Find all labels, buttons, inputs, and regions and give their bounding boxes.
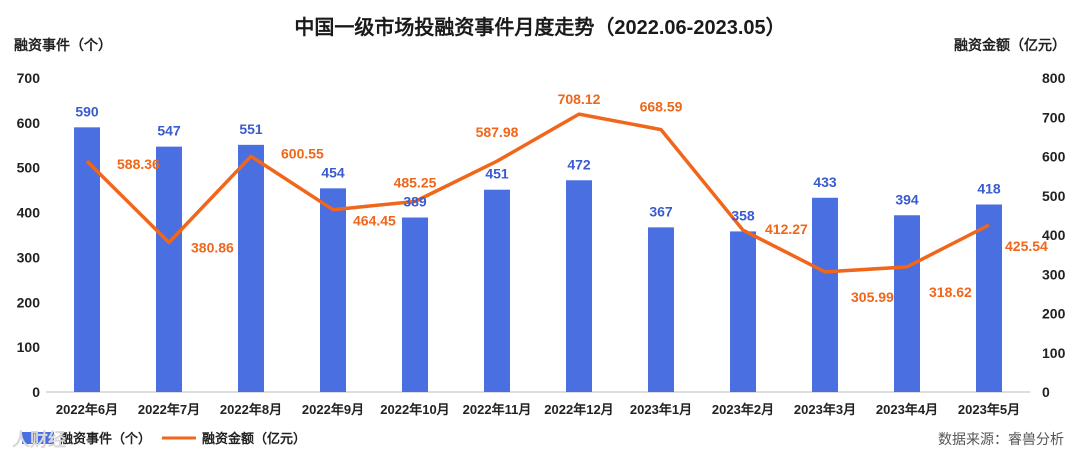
x-tick-label: 2022年10月: [380, 402, 449, 417]
line-value-label: 464.45: [353, 213, 396, 229]
line-value-label: 668.59: [640, 99, 683, 115]
y-right-tick: 200: [1042, 306, 1066, 322]
source-note: 数据来源：睿兽分析: [938, 431, 1064, 447]
x-tick-label: 2022年7月: [138, 402, 200, 417]
y-right-tick: 300: [1042, 266, 1066, 282]
legend-bar-label: 融资事件（个）: [60, 431, 151, 446]
axis-ticks: 0 100 200 300 400 500 600 700 0 100 200 300 400 500 60…: [17, 70, 1066, 400]
bar: [566, 180, 592, 392]
line-value-label: 412.27: [765, 221, 808, 237]
chart-title: 中国一级市场投融资事件月度走势（2022.06-2023.05）: [294, 15, 785, 39]
x-tick-label: 2023年3月: [794, 402, 856, 417]
x-tick-label: 2023年5月: [958, 402, 1020, 417]
bar-value-label: 394: [895, 191, 919, 207]
bar: [976, 204, 1002, 392]
y-right-tick: 0: [1042, 384, 1050, 400]
bar: [730, 231, 756, 392]
y-right-tick: 600: [1042, 149, 1066, 165]
x-tick-label: 2023年2月: [712, 402, 774, 417]
x-tick-label: 2022年6月: [56, 402, 118, 417]
y-left-tick: 600: [17, 115, 41, 131]
y-right-tick: 100: [1042, 345, 1066, 361]
y-right-tick: 800: [1042, 70, 1066, 86]
bar: [894, 215, 920, 392]
bar: [812, 197, 838, 392]
bar-value-label: 454: [321, 164, 345, 180]
bar: [238, 144, 264, 392]
y-left-tick: 100: [17, 339, 41, 355]
y-left-axis-title: 融资事件（个）: [14, 37, 112, 53]
y-right-axis-title: 融资金额（亿元）: [954, 37, 1066, 53]
bar-value-label: 590: [75, 103, 99, 119]
y-left-tick: 0: [32, 384, 40, 400]
y-left-tick: 300: [17, 249, 41, 265]
legend-line-label: 融资金额（亿元）: [202, 431, 306, 446]
x-tick-label: 2023年1月: [630, 402, 692, 417]
line-value-label: 587.98: [476, 124, 519, 140]
bar-series: [74, 127, 1002, 392]
line-value-label: 485.25: [394, 175, 437, 191]
y-left-tick: 400: [17, 205, 41, 221]
bar-value-label: 551: [239, 121, 263, 137]
x-tick-label: 2023年4月: [876, 402, 938, 417]
y-right-tick: 400: [1042, 227, 1066, 243]
x-tick-label: 2022年8月: [220, 402, 282, 417]
bar-value-label: 367: [649, 203, 673, 219]
bar-value-label: 418: [977, 180, 1001, 196]
line-value-label: 380.86: [191, 240, 234, 256]
bar-value-label: 451: [485, 166, 509, 182]
y-right-tick: 700: [1042, 109, 1066, 125]
bar: [320, 188, 346, 392]
line-value-label: 318.62: [929, 284, 972, 300]
y-left-tick: 200: [17, 294, 41, 310]
x-tick-label: 2022年9月: [302, 402, 364, 417]
data-labels: 590 547 551 454 389 451 472 367 358 433 394 418 588.…: [75, 91, 1048, 305]
y-right-tick: 500: [1042, 188, 1066, 204]
line-value-label: 708.12: [558, 91, 601, 107]
watermark: 人财经: [12, 429, 66, 450]
bar-value-label: 433: [813, 174, 837, 190]
y-left-tick: 700: [17, 70, 41, 86]
line-value-label: 305.99: [851, 289, 894, 305]
x-tick-label: 2022年11月: [463, 402, 532, 417]
line-value-label: 588.36: [117, 156, 160, 172]
y-left-tick: 500: [17, 160, 41, 176]
legend: 融资事件（个） 融资金额（亿元）: [22, 431, 306, 446]
category-labels: 2022年6月 2022年7月 2022年8月 2022年9月 2022年10月 2022…: [56, 402, 1020, 417]
line-value-label: 600.55: [281, 145, 324, 161]
bar: [74, 127, 100, 392]
series-line: [85, 112, 990, 274]
bar-value-label: 547: [157, 123, 181, 139]
bar-value-label: 472: [567, 156, 591, 172]
bar-value-label: 358: [731, 207, 755, 223]
line-value-label: 425.54: [1005, 238, 1048, 254]
bar: [648, 227, 674, 392]
bar: [156, 146, 182, 392]
x-tick-label: 2022年12月: [544, 402, 613, 417]
legend-bar-swatch: [22, 432, 54, 444]
bar: [484, 189, 510, 392]
bar: [402, 217, 428, 392]
line-series: [85, 112, 990, 274]
bar-value-label: 389: [403, 194, 427, 210]
